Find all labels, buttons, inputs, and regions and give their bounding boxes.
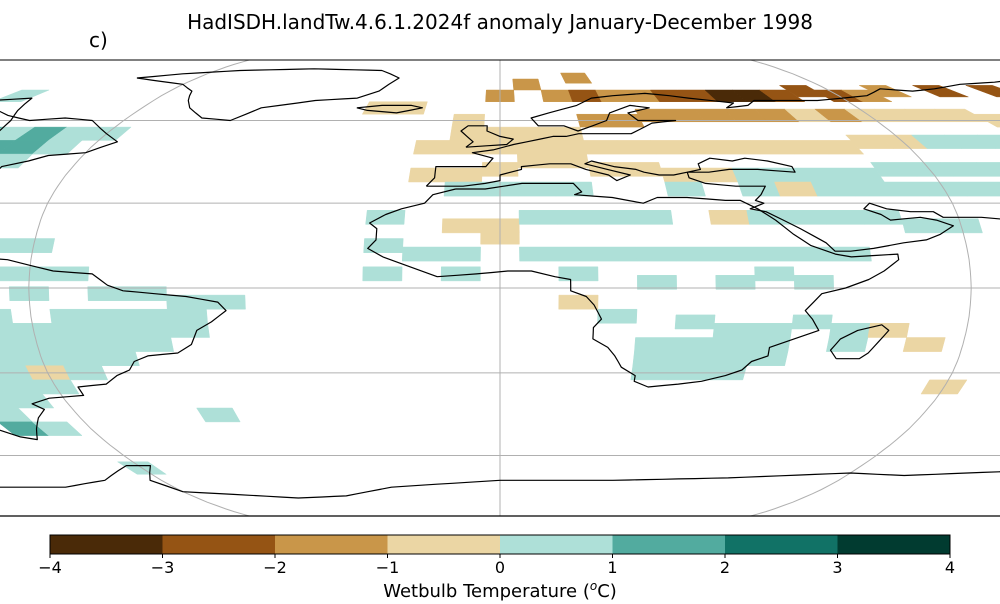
anomaly-cell	[197, 408, 241, 422]
colorbar-bin	[613, 535, 726, 554]
map-title: HadISDH.landTw.4.6.1.2024f anomaly Janua…	[0, 9, 1000, 35]
colorbar	[50, 535, 951, 558]
anomaly-cell	[775, 182, 818, 196]
anomaly-cell	[518, 182, 556, 196]
anomaly-cell	[595, 210, 635, 224]
anomaly-cell	[89, 309, 130, 323]
anomaly-cell	[823, 210, 865, 224]
anomaly-cell	[634, 338, 674, 352]
anomaly-cell	[0, 309, 13, 323]
colorbar-bin	[725, 535, 838, 554]
anomaly-cell	[696, 168, 738, 182]
colorbar-bin	[838, 535, 951, 554]
colorbar-bin	[275, 535, 388, 554]
anomaly-cell	[0, 267, 11, 281]
anomaly-cell	[792, 247, 833, 261]
anomaly-cell	[88, 287, 128, 301]
colorbar-label-unit: C)	[597, 581, 617, 602]
anomaly-cell	[633, 210, 673, 224]
panel-label: c)	[89, 28, 108, 52]
anomaly-cell	[550, 140, 586, 154]
anomaly-cell	[755, 267, 795, 281]
anomaly-cell	[811, 182, 855, 196]
anomaly-cell	[598, 309, 638, 323]
anomaly-cell	[409, 168, 447, 182]
anomaly-cell	[714, 247, 754, 261]
anomaly-cell	[167, 309, 207, 323]
anomaly-cell	[665, 182, 706, 196]
anomaly-cell	[557, 210, 596, 224]
anomaly-cell	[0, 408, 32, 422]
anomaly-cell	[166, 295, 206, 309]
colorbar-bin	[50, 535, 163, 554]
anomaly-cell	[541, 90, 573, 102]
anomaly-cell	[675, 315, 715, 329]
anomaly-cell	[673, 338, 713, 352]
anomaly-cell	[128, 309, 169, 323]
anomaly-cell	[633, 352, 673, 366]
anomaly-cell	[93, 338, 135, 352]
colorbar-bin	[388, 535, 501, 554]
anomaly-cell	[747, 352, 788, 366]
anomaly-cell	[445, 168, 482, 182]
anomaly-cell	[91, 323, 132, 337]
anomaly-cell	[617, 140, 656, 154]
graticule	[0, 60, 1000, 516]
anomaly-cell	[753, 247, 794, 261]
anomaly-cell	[413, 140, 449, 154]
anomaly-cell	[651, 140, 691, 154]
anomaly-cell	[513, 79, 541, 90]
anomaly-cell	[671, 352, 711, 366]
anomaly-cell	[709, 352, 750, 366]
anomaly-cell	[794, 275, 834, 289]
anomaly-cell	[752, 323, 793, 337]
anomaly-cell	[49, 267, 89, 281]
anomaly-cell	[442, 219, 481, 233]
anomaly-cell	[785, 210, 827, 224]
anomaly-cell	[829, 323, 870, 337]
anomaly-cell	[441, 247, 480, 261]
anomaly-cell	[709, 210, 750, 224]
anomaly-cell	[55, 338, 97, 352]
anomaly-cell	[59, 352, 102, 366]
anomaly-cell	[637, 275, 676, 289]
anomaly-cell	[364, 239, 404, 253]
anomaly-cell	[50, 309, 91, 323]
anomaly-cell	[558, 247, 598, 261]
anomaly-cell	[597, 247, 637, 261]
anomaly-cell	[519, 210, 558, 224]
anomaly-cell	[903, 338, 945, 352]
colorbar-label-text: Wetbulb Temperature (	[383, 581, 590, 602]
anomaly-cell	[132, 338, 174, 352]
coastline	[137, 69, 399, 121]
anomaly-cell	[636, 247, 676, 261]
anomaly-cell	[52, 323, 94, 337]
anomaly-cell	[206, 295, 246, 309]
anomaly-cell	[913, 85, 969, 97]
anomaly-cell	[130, 323, 171, 337]
anomaly-cell	[519, 247, 558, 261]
anomaly-cell	[711, 338, 752, 352]
anomaly-cell	[826, 338, 868, 352]
anomaly-cell	[716, 275, 756, 289]
anomaly-cell	[169, 323, 210, 337]
anomaly-cell	[561, 73, 592, 83]
anomaly-cell	[450, 127, 484, 140]
anomaly-cell	[738, 182, 780, 196]
anomaly-cell	[713, 323, 753, 337]
anomaly-cell	[402, 247, 442, 261]
anomaly-cell	[552, 154, 589, 168]
anomaly-cell	[584, 140, 622, 154]
anomaly-cell	[675, 247, 715, 261]
colorbar-bin	[500, 535, 613, 554]
anomaly-cell	[750, 338, 791, 352]
colorbar-bin	[163, 535, 276, 554]
anomaly-cell	[861, 210, 904, 224]
anomaly-cell	[363, 267, 402, 281]
anomaly-cell	[966, 85, 1000, 97]
anomaly-cell	[792, 315, 833, 329]
